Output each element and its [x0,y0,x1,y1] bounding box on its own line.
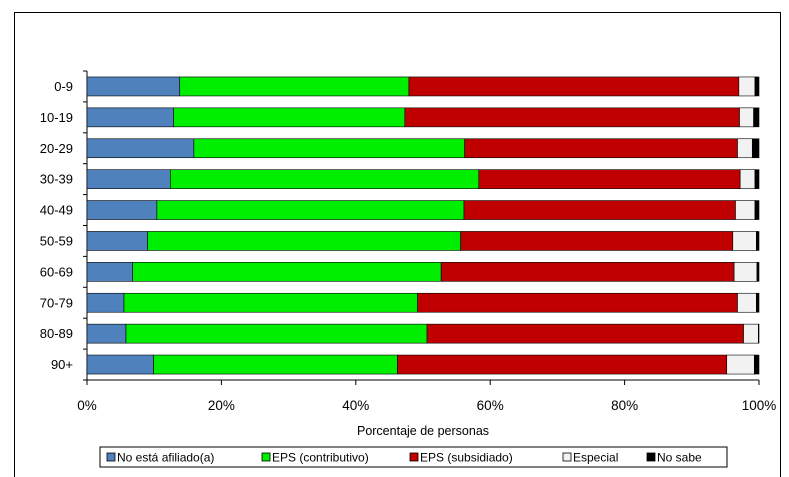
bar-segment [464,138,738,159]
bar-segment [404,107,740,128]
bar-segment [417,292,738,313]
bar-segment [735,200,756,220]
x-tick-label: 0% [77,398,97,413]
bar-segment [739,169,756,189]
bar-segment [743,323,759,344]
bar-segment [426,323,744,344]
bar-segment [397,354,728,375]
bar-segment [86,169,171,189]
x-tick-label: 100% [742,398,777,413]
legend-swatch [106,452,116,462]
bar-segment [170,169,480,189]
bar-segment [756,262,760,282]
bar-segment [86,323,127,344]
bar-segment [132,262,442,282]
bar-segment [86,200,158,220]
bar-segment [726,354,755,375]
x-tick-label: 80% [611,398,638,413]
bar-segment [737,292,757,313]
y-tick-label: 80-89 [40,326,73,341]
y-tick-label: 20-29 [40,141,73,156]
bar-segment [739,107,754,128]
y-axis-labels: 0-9 10-19 20-29 30-39 40-49 50-59 60-69 70-79 80… [40,79,73,372]
y-tick-label: 60-69 [40,264,73,279]
bar-segment [193,138,465,159]
bar-segment [463,200,736,220]
bar-segment [156,200,465,220]
bar-segment [738,76,756,97]
bar-segment [733,262,758,282]
bar-segment [460,231,734,251]
legend-label: Especial [573,451,618,465]
bar-segment [86,76,181,97]
bar-segment [86,262,133,282]
bar-segment [153,354,398,375]
legend-label: EPS (contributivo) [272,451,369,465]
bar-segment [408,76,740,97]
y-tick-label: 10-19 [40,110,73,125]
bar-segment [179,76,410,97]
bar-segment [147,231,461,251]
x-tick-label: 40% [342,398,369,413]
bar-segment [732,231,757,251]
x-tick-label: 20% [208,398,235,413]
bar-segment [754,200,760,220]
y-tick-label: 30-39 [40,172,73,187]
legend-swatch [562,452,572,462]
chart-frame [14,12,781,477]
bar-segment [478,169,741,189]
bar-segment [751,138,760,159]
x-axis-title: Porcentaje de personas [357,424,489,438]
y-tick-label: 0-9 [54,79,73,94]
bar-segment [173,107,406,128]
bar-segment [86,292,125,313]
legend: No está afiliado(a) EPS (contributivo) EPS… [99,446,728,468]
x-tick-label: 60% [477,398,504,413]
bar-segment [86,354,154,375]
bar-segment [753,354,760,375]
legend-label: EPS (subsidiado) [420,451,513,465]
bar-segment [440,262,735,282]
legend-swatch [261,452,271,462]
bar-segment [753,107,760,128]
y-tick-label: 50-59 [40,233,73,248]
bar-segment [754,169,760,189]
x-axis-ticks: 0% 20% 40% 60% 80% 100% [77,380,776,413]
legend-label: No está afiliado(a) [117,451,214,465]
legend-label: No sabe [657,451,702,465]
y-tick-label: 90+ [51,357,73,372]
legend-swatch [409,452,419,462]
bar-segment [86,231,148,251]
bar-segment [86,138,195,159]
bar-segment [125,323,428,344]
y-tick-label: 40-49 [40,203,73,218]
bar-segment [756,231,760,251]
bars [86,76,760,375]
bar-segment [754,76,760,97]
bar-segment [86,107,174,128]
bar-segment [123,292,418,313]
legend-swatch [646,452,656,462]
y-tick-label: 70-79 [40,295,73,310]
bar-segment [756,292,760,313]
bar-segment [737,138,753,159]
bar-segment [758,323,760,344]
